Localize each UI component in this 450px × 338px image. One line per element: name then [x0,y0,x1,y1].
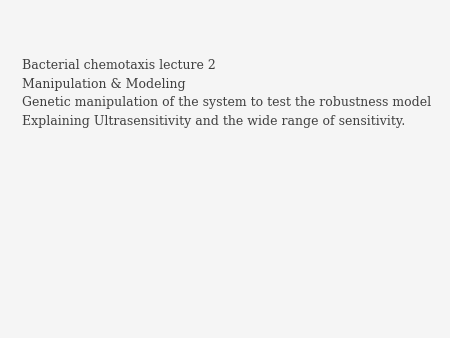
Text: Manipulation & Modeling: Manipulation & Modeling [22,78,186,91]
Text: Genetic manipulation of the system to test the robustness model: Genetic manipulation of the system to te… [22,96,432,109]
Text: Bacterial chemotaxis lecture 2: Bacterial chemotaxis lecture 2 [22,59,216,72]
Text: Explaining Ultrasensitivity and the wide range of sensitivity.: Explaining Ultrasensitivity and the wide… [22,115,406,128]
